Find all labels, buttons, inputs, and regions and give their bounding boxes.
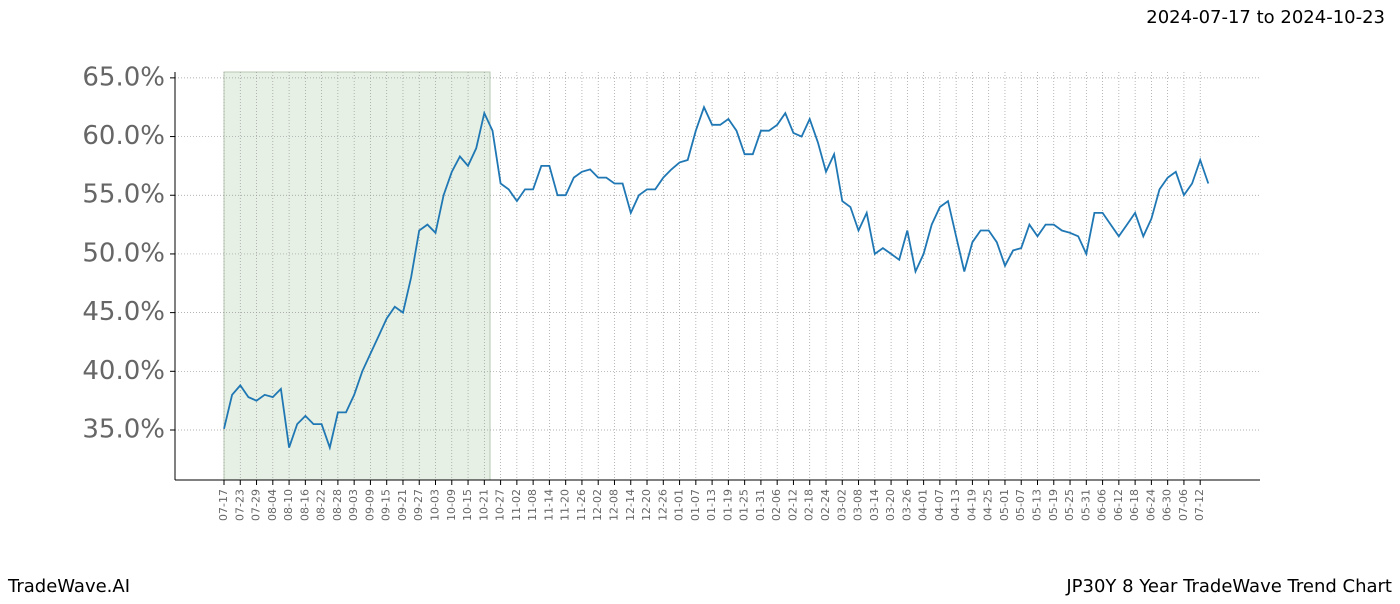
y-tick-label: 50.0% xyxy=(82,238,165,268)
x-tick-label: 06-30 xyxy=(1161,489,1174,521)
chart-title: JP30Y 8 Year TradeWave Trend Chart xyxy=(1065,576,1392,597)
x-tick-label: 01-31 xyxy=(754,489,767,521)
y-tick-label: 40.0% xyxy=(82,356,165,386)
x-tick-label: 11-20 xyxy=(559,489,572,521)
x-tick-label: 08-16 xyxy=(298,489,311,521)
x-tick-label: 01-25 xyxy=(738,489,751,521)
x-tick-label: 05-31 xyxy=(1079,489,1092,521)
x-tick-label: 05-25 xyxy=(1063,489,1076,521)
x-tick-label: 10-09 xyxy=(445,489,458,521)
x-tick-label: 11-14 xyxy=(542,489,555,521)
x-tick-label: 10-15 xyxy=(461,489,474,521)
y-tick-label: 60.0% xyxy=(82,121,165,151)
x-tick-label: 10-27 xyxy=(494,489,507,521)
x-tick-label: 04-07 xyxy=(933,489,946,521)
brand: TradeWave.AI xyxy=(7,576,130,597)
x-tick-label: 06-24 xyxy=(1144,489,1157,521)
y-tick-label: 45.0% xyxy=(82,297,165,327)
x-tick-label: 03-26 xyxy=(900,489,913,521)
x-tick-label: 12-26 xyxy=(656,489,669,521)
x-tick-label: 09-03 xyxy=(347,489,360,521)
x-tick-label: 05-01 xyxy=(998,489,1011,521)
x-tick-label: 07-06 xyxy=(1177,489,1190,521)
x-tick-label: 01-07 xyxy=(689,489,702,521)
x-tick-label: 09-27 xyxy=(412,489,425,521)
x-tick-label: 09-15 xyxy=(380,489,393,521)
x-tick-label: 09-09 xyxy=(363,489,376,521)
x-tick-label: 12-08 xyxy=(607,489,620,521)
x-tick-label: 03-20 xyxy=(884,489,897,521)
x-tick-label: 08-28 xyxy=(331,489,344,521)
x-tick-label: 06-18 xyxy=(1128,489,1141,521)
x-tick-label: 10-03 xyxy=(429,489,442,521)
x-tick-label: 01-13 xyxy=(705,489,718,521)
x-tick-label: 01-19 xyxy=(721,489,734,521)
x-tick-label: 04-25 xyxy=(982,489,995,521)
x-tick-label: 04-13 xyxy=(949,489,962,521)
x-tick-label: 07-29 xyxy=(250,489,263,521)
x-tick-label: 07-17 xyxy=(217,489,230,521)
x-tick-label: 06-12 xyxy=(1112,489,1125,521)
x-tick-label: 04-01 xyxy=(917,489,930,521)
x-tick-label: 03-02 xyxy=(835,489,848,521)
x-tick-label: 01-01 xyxy=(673,489,686,521)
x-tick-label: 08-04 xyxy=(266,489,279,521)
x-tick-label: 08-22 xyxy=(315,489,328,521)
chart-subtitle: 2024-07-17 to 2024-10-23 xyxy=(1146,7,1385,28)
y-tick-label: 35.0% xyxy=(82,414,165,444)
x-tick-label: 05-07 xyxy=(1014,489,1027,521)
x-tick-label: 12-14 xyxy=(624,489,637,521)
x-tick-label: 07-23 xyxy=(233,489,246,521)
y-tick-label: 65.0% xyxy=(82,62,165,92)
x-tick-label: 02-12 xyxy=(786,489,799,521)
x-tick-label: 12-20 xyxy=(640,489,653,521)
highlight-region xyxy=(223,71,491,481)
x-tick-label: 03-08 xyxy=(852,489,865,521)
x-tick-label: 06-06 xyxy=(1096,489,1109,521)
x-tick-label: 08-10 xyxy=(282,489,295,521)
x-tick-label: 09-21 xyxy=(396,489,409,521)
y-tick-label: 55.0% xyxy=(82,180,165,210)
x-tick-label: 11-02 xyxy=(510,489,523,521)
x-tick-label: 02-06 xyxy=(770,489,783,521)
x-tick-label: 11-26 xyxy=(575,489,588,521)
x-tick-label: 04-19 xyxy=(965,489,978,521)
x-tick-label: 02-18 xyxy=(803,489,816,521)
x-tick-label: 03-14 xyxy=(868,489,881,521)
x-tick-label: 10-21 xyxy=(477,489,490,521)
series-line xyxy=(223,104,1210,451)
x-tick-label: 05-19 xyxy=(1047,489,1060,521)
x-tick-label: 07-12 xyxy=(1193,489,1206,521)
x-tick-label: 12-02 xyxy=(591,489,604,521)
x-tick-label: 05-13 xyxy=(1031,489,1044,521)
x-tick-label: 11-08 xyxy=(526,489,539,521)
x-tick-label: 02-24 xyxy=(819,489,832,521)
